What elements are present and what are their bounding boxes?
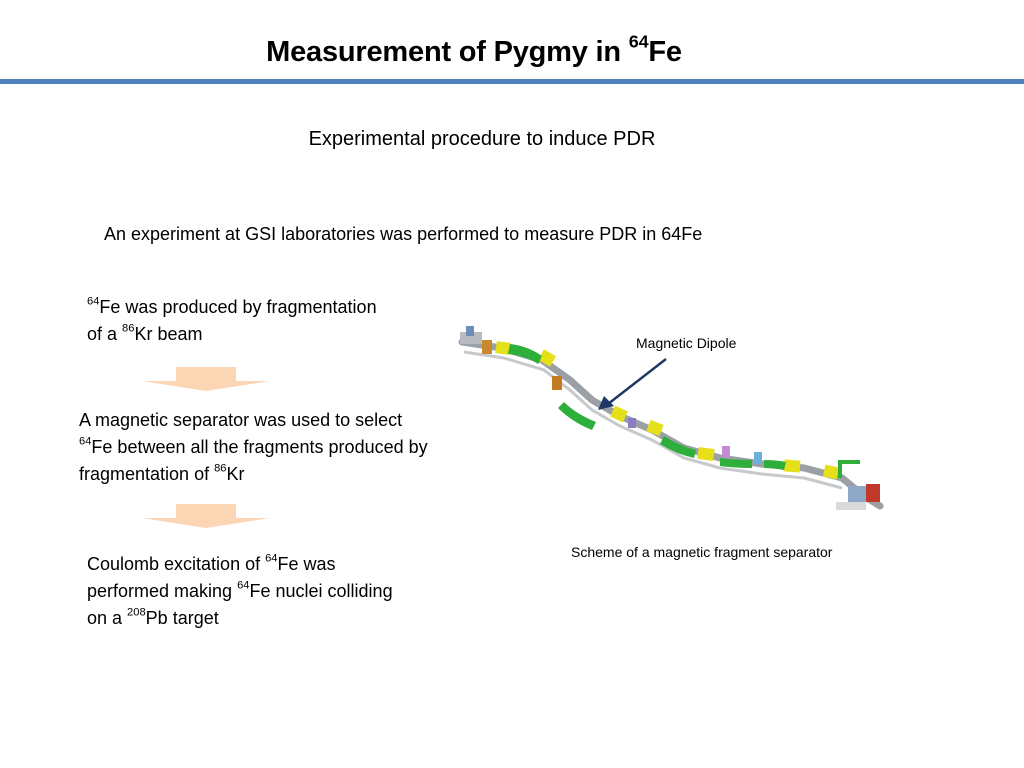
dipole-magnet bbox=[508, 344, 542, 364]
step-separation: A magnetic separator was used to select … bbox=[79, 410, 428, 484]
dipole-magnet bbox=[558, 402, 596, 430]
dipole-magnet bbox=[764, 460, 786, 470]
slide-subtitle: Experimental procedure to induce PDR bbox=[308, 128, 656, 150]
entrance-detector bbox=[466, 326, 474, 336]
beam-pipe-shadow bbox=[463, 350, 843, 490]
flow-arrow-down bbox=[142, 504, 270, 528]
dipole-magnet bbox=[720, 458, 752, 468]
dipole-magnet bbox=[660, 436, 696, 458]
step-production: 64Fe was produced by fragmentation of a … bbox=[87, 295, 377, 344]
quadrupole-magnet bbox=[537, 349, 557, 367]
quadrupole-magnet bbox=[646, 419, 664, 437]
slide-title: Measurement of Pygmy in 64Fe bbox=[266, 31, 682, 68]
flow-arrow-shape bbox=[142, 367, 270, 391]
title-underline bbox=[0, 79, 1024, 84]
quadrupole-magnet bbox=[783, 459, 801, 473]
step-coulomb-excitation: Coulomb excitation of 64Fe was performed… bbox=[87, 552, 393, 628]
pointer-line bbox=[607, 358, 667, 405]
exit-crane bbox=[838, 460, 860, 478]
quadrupole-magnet bbox=[697, 446, 715, 462]
diagnostic-box bbox=[722, 446, 730, 458]
target-station bbox=[482, 340, 492, 354]
entrance-station bbox=[460, 332, 482, 344]
flow-arrow-shape bbox=[142, 504, 270, 528]
fragment-separator-illustration bbox=[458, 326, 884, 510]
end-station-base bbox=[836, 502, 866, 510]
figure-caption: Scheme of a magnetic fragment separator bbox=[571, 544, 833, 560]
diagnostic-box bbox=[628, 418, 636, 428]
quadrupole-magnet bbox=[610, 405, 628, 423]
pointer-head bbox=[598, 396, 614, 410]
end-station bbox=[848, 486, 866, 504]
quadrupole-magnet bbox=[495, 341, 511, 355]
quadrupole-magnet bbox=[822, 464, 840, 480]
end-station-block bbox=[866, 484, 880, 502]
intro-text: An experiment at GSI laboratories was pe… bbox=[104, 224, 703, 244]
magnetic-dipole-label: Magnetic Dipole bbox=[636, 335, 737, 351]
diagnostic-box bbox=[754, 452, 762, 464]
flow-arrow-down bbox=[142, 367, 270, 391]
detector-stand bbox=[552, 376, 562, 390]
dipole-pointer-arrow bbox=[598, 358, 667, 410]
